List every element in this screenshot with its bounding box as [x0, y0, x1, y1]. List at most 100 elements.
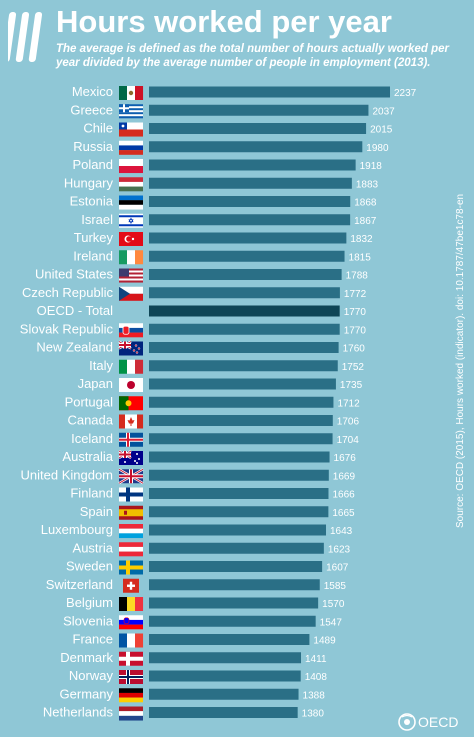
bar-slovenia: [149, 615, 316, 627]
austria-flag-icon: [119, 542, 143, 557]
bar-france: [149, 634, 310, 645]
category-label-germany: Germany: [60, 686, 114, 701]
sweden-flag-icon: [119, 560, 143, 575]
value-label-spain: 1665: [332, 508, 355, 519]
bar-hungary: [149, 177, 352, 189]
bar-new-zealand: [149, 342, 339, 353]
bar-sweden: [149, 561, 323, 572]
value-label-united-kingdom: 1669: [333, 471, 356, 482]
bar-russia: [149, 141, 363, 153]
france-flag-icon: [119, 633, 144, 648]
category-label-greece: Greece: [70, 102, 113, 117]
value-label-slovenia: 1547: [320, 617, 343, 628]
category-label-denmark: Denmark: [60, 650, 113, 665]
new-zealand-flag-icon: [118, 340, 143, 356]
chart-title: Hours worked per year: [56, 4, 392, 39]
value-label-austria: 1623: [328, 544, 351, 555]
bar-italy: [149, 360, 338, 372]
svg-text:OECD: OECD: [418, 714, 458, 730]
bar-mexico: [149, 86, 390, 98]
israel-flag-icon: [119, 213, 143, 228]
spain-flag-icon: [119, 505, 143, 520]
bar-finland: [149, 488, 329, 499]
value-label-slovak-republic: 1770: [344, 325, 367, 336]
turkey-flag-icon: [119, 232, 143, 246]
slovenia-flag-icon: [119, 615, 143, 630]
category-label-israel: Israel: [81, 212, 113, 227]
bar-ireland: [149, 250, 345, 262]
category-label-japan: Japan: [78, 376, 113, 391]
category-label-canada: Canada: [67, 413, 113, 428]
value-label-italy: 1752: [342, 362, 365, 373]
category-label-norway: Norway: [69, 668, 114, 683]
value-label-united-states: 1788: [346, 271, 369, 282]
category-label-united-kingdom: United Kingdom: [21, 467, 114, 482]
category-label-australia: Australia: [62, 449, 113, 464]
value-label-hungary: 1883: [356, 179, 379, 190]
value-label-finland: 1666: [332, 490, 355, 501]
bar-slovak-republic: [149, 323, 340, 335]
value-label-belgium: 1570: [322, 599, 345, 610]
portugal-flag-icon: [119, 396, 143, 411]
chile-flag-icon: [119, 122, 143, 137]
value-label-sweden: 1607: [326, 563, 349, 574]
category-label-france: France: [73, 632, 113, 647]
category-label-chile: Chile: [83, 121, 113, 136]
source-note: Source: OECD (2015), Hours worked (indic…: [455, 193, 466, 528]
bar-australia: [149, 451, 330, 463]
value-label-oecd-total: 1770: [344, 307, 367, 318]
bar-germany: [149, 688, 299, 700]
value-label-estonia: 1868: [354, 198, 377, 209]
bar-chile: [149, 123, 367, 134]
value-label-france: 1489: [313, 636, 336, 647]
bar-estonia: [149, 196, 351, 207]
value-label-iceland: 1704: [337, 435, 360, 446]
category-label-oecd-total: OECD - Total: [37, 303, 113, 318]
value-label-chile: 2015: [370, 125, 393, 136]
category-label-belgium: Belgium: [66, 595, 113, 610]
category-label-finland: Finland: [70, 486, 113, 501]
category-label-czech-republic: Czech Republic: [22, 285, 114, 300]
slovakia-flag-icon: [119, 323, 143, 338]
category-label-hungary: Hungary: [64, 175, 114, 190]
category-label-poland: Poland: [73, 157, 113, 172]
value-label-netherlands: 1380: [302, 709, 325, 720]
category-label-switzerland: Switzerland: [46, 577, 113, 592]
bar-belgium: [149, 597, 319, 609]
bar-greece: [149, 104, 369, 116]
bar-czech-republic: [149, 287, 340, 299]
denmark-flag-icon: [119, 651, 143, 666]
finland-flag-icon: [119, 487, 143, 502]
value-label-mexico: 2237: [394, 88, 417, 99]
iceland-flag-icon: [119, 432, 143, 447]
bar-luxembourg: [149, 524, 327, 536]
bar-iceland: [149, 433, 333, 445]
oecd-bars-icon: [8, 12, 43, 62]
value-label-denmark: 1411: [305, 654, 327, 665]
united-states-flag-icon: [119, 268, 143, 283]
value-label-luxembourg: 1643: [330, 526, 353, 537]
netherlands-flag-icon: [119, 706, 143, 721]
poland-flag-icon: [119, 159, 143, 174]
category-label-portugal: Portugal: [65, 394, 114, 409]
category-label-turkey: Turkey: [74, 230, 114, 245]
bar-switzerland: [149, 579, 320, 591]
bar-portugal: [149, 396, 334, 408]
category-label-mexico: Mexico: [72, 84, 113, 99]
value-label-switzerland: 1585: [324, 581, 347, 592]
switzerland-flag-icon: [123, 578, 139, 593]
bar-israel: [149, 214, 351, 226]
united-kingdom-flag-icon: [118, 468, 144, 485]
norway-flag-icon: [119, 670, 143, 684]
bar-japan: [149, 378, 336, 390]
category-label-luxembourg: Luxembourg: [41, 522, 113, 537]
canada-flag-icon: [119, 414, 144, 429]
category-label-iceland: Iceland: [71, 431, 113, 446]
hungary-flag-icon: [119, 177, 143, 192]
ireland-flag-icon: [119, 250, 144, 265]
value-label-norway: 1408: [305, 672, 328, 683]
value-label-australia: 1676: [334, 453, 357, 464]
germany-flag-icon: [119, 688, 143, 703]
bar-oecd-total: [149, 305, 340, 317]
